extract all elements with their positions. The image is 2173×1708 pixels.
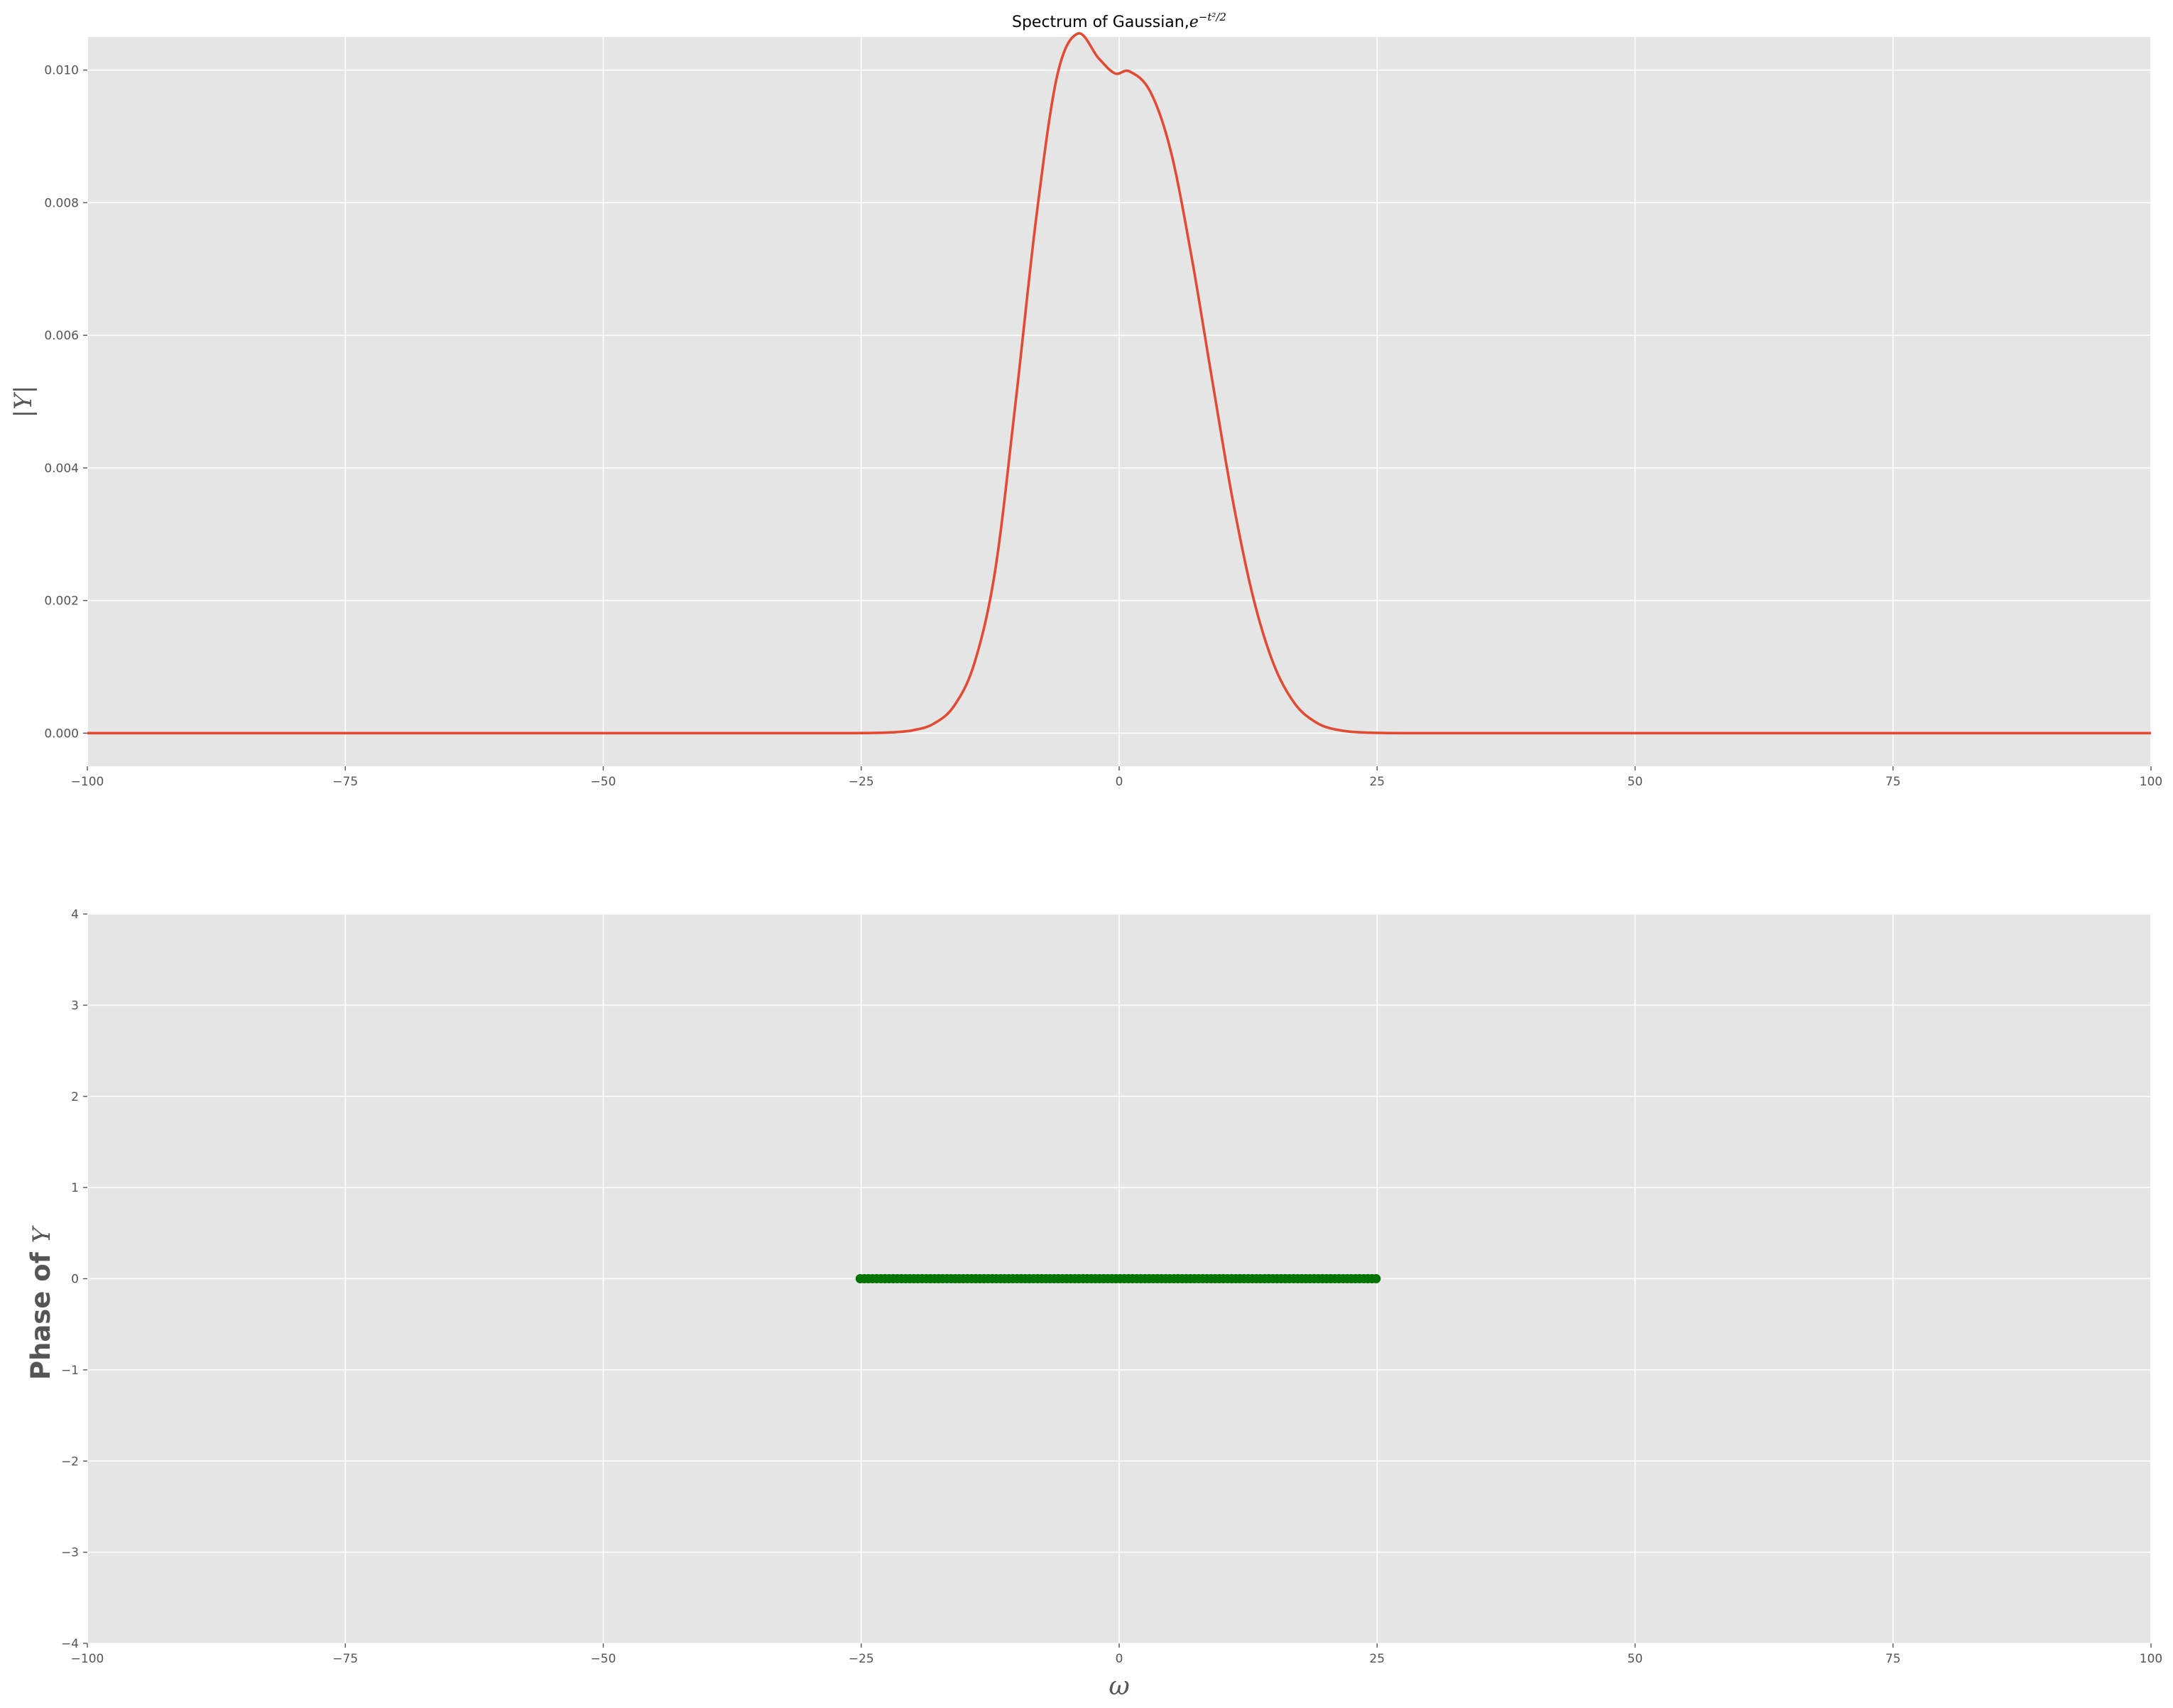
phase-plot: −100 −75 −50 −25 0 25 50 75 100 −4 −3 −2 −1 0 1 2 3 4 Ph… [26,908,2162,1701]
phase-y-label-prefix: Phase of [26,1243,56,1380]
y-tick-label: 0.006 [44,329,79,343]
magnitude-plot-y-ticks: 0.000 0.002 0.004 0.006 0.008 0.010 [44,64,87,741]
x-tick-label: 50 [1628,1652,1643,1666]
x-tick-label: −25 [849,1652,874,1666]
x-tick-label: −75 [332,775,358,789]
phase-y-label-math: Y [28,1224,56,1243]
y-tick-label: 0.004 [44,462,79,476]
magnitude-plot: −100 −75 −50 −25 0 25 50 75 100 0.0000.0020.0040… [9,11,2162,789]
x-tick-label: 100 [2140,1652,2162,1666]
x-tick-label: −100 [71,1652,104,1666]
magnitude-plot-data [87,32,2151,735]
y-tick-label: 0 [71,1273,79,1287]
magnitude-plot-grid [87,37,2152,766]
x-tick-label: 75 [1885,775,1901,789]
x-tick-label: 75 [1885,1652,1901,1666]
y-tick-label: 0.008 [44,196,79,210]
y-tick-label: 2 [71,1090,79,1104]
y-tick-label: 0.002 [44,594,79,609]
x-tick-label: −75 [332,1652,358,1666]
magnitude-plot-title: Spectrum of Gaussian,e−t²/2 [1012,11,1226,31]
x-tick-label: 50 [1628,775,1643,789]
y-tick-label: −3 [61,1546,79,1560]
y-tick-label: −2 [61,1454,79,1469]
y-tick-label: 0.000 [44,727,79,741]
phase-plot-x-ticks: −100 −75 −50 −25 0 25 50 75 100 [71,1643,2162,1666]
magnitude-y-axis-label: |Y| [9,386,38,418]
x-tick-label: 0 [1116,775,1123,789]
phase-plot-y-ticks: −4 −3 −2 −1 0 1 2 3 4 [61,908,87,1651]
y-tick-label: 0.010 [44,64,79,78]
title-prefix: Spectrum of Gaussian, [1012,13,1189,31]
y-tick-label: 1 [71,1181,79,1195]
x-tick-label: −50 [591,775,616,789]
x-tick-label: −100 [71,775,104,789]
x-tick-label: 25 [1369,775,1385,789]
phase-x-axis-label: ω [1109,1672,1129,1701]
y-tick-label: −4 [61,1637,79,1651]
x-tick-label: −50 [591,1652,616,1666]
x-tick-label: 25 [1369,1652,1385,1666]
magnitude-plot-x-ticks: −100 −75 −50 −25 0 25 50 75 100 [71,766,2162,789]
y-tick-label: 4 [71,908,79,922]
phase-plot-data [855,1274,1381,1283]
title-math-exponent: −t²/2 [1199,11,1226,23]
x-tick-label: 0 [1116,1652,1123,1666]
phase-marker [1371,1274,1381,1283]
x-tick-label: 100 [2140,775,2162,789]
y-tick-label: 3 [71,999,79,1013]
magnitude-series-line [87,32,2151,735]
y-tick-label: −1 [61,1364,79,1378]
title-math-base: e [1189,13,1199,31]
x-tick-label: −25 [849,775,874,789]
phase-y-axis-label: Phase of Y [26,1224,56,1380]
